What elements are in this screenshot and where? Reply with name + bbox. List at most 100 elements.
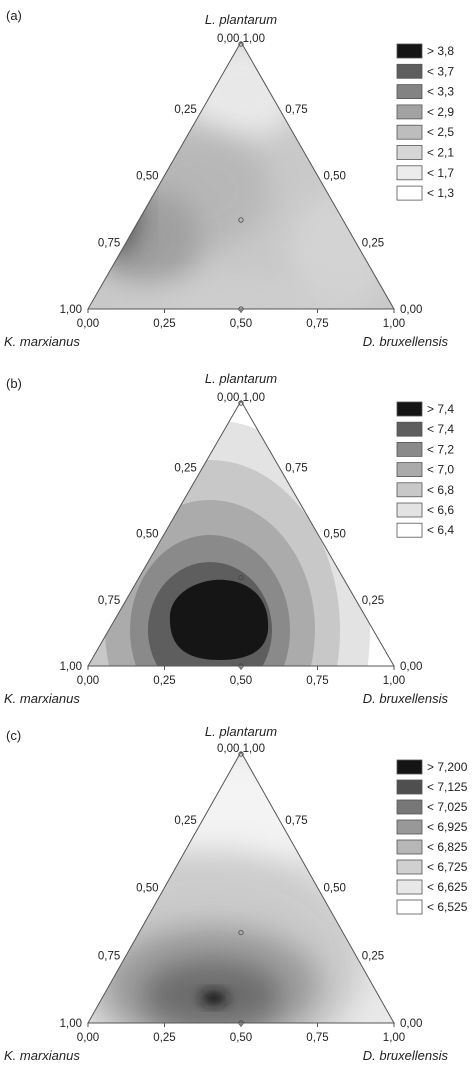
- vertex-label-left: K. marxianus: [4, 334, 80, 349]
- tick-label-left: 1,00: [60, 1018, 82, 1030]
- legend-swatch: [396, 165, 423, 181]
- design-point: [238, 575, 244, 581]
- legend: > 7,4 < 7,4 < 7,2 < 7,0 < 6,8 < 6,6 < 6,4: [396, 401, 454, 538]
- contour-field: [88, 752, 394, 1023]
- legend-swatch: [396, 124, 423, 140]
- legend-label: < 2,5: [427, 125, 454, 139]
- tick-label-left: 0,50: [136, 171, 158, 183]
- tick-label-bottom: 1,00: [383, 1032, 405, 1044]
- tick-label-right: 0,50: [324, 529, 346, 541]
- legend-swatch: [396, 441, 423, 457]
- contour-light-top: [181, 42, 301, 140]
- tick-label-right: 0,00: [400, 661, 422, 673]
- tick-label-bottom: 0,50: [230, 1032, 252, 1044]
- contour-max: [200, 991, 228, 1005]
- legend-swatch: [396, 779, 423, 795]
- tick-label-right: 0,25: [362, 237, 384, 249]
- tick-label-left: 1,00: [60, 661, 82, 673]
- vertex-label-top: L. plantarum: [205, 12, 277, 27]
- design-point: [238, 929, 244, 936]
- vertex-label-right: D. bruxellensis: [363, 691, 449, 706]
- legend-label: < 2,1: [427, 146, 454, 160]
- tick-label-right: 0,00: [400, 1018, 422, 1030]
- tick-label-left: 0,50: [136, 529, 158, 541]
- legend-swatch: [396, 879, 423, 895]
- tick-label-bottom: 0,75: [306, 675, 328, 687]
- legend-label: < 6,525: [427, 900, 468, 914]
- legend-swatch: [396, 63, 423, 79]
- legend-swatch: [396, 84, 423, 99]
- design-point: [238, 306, 244, 312]
- design-point: [238, 663, 244, 669]
- legend-swatch: [396, 401, 423, 417]
- design-point: [238, 41, 244, 47]
- legend-swatch: [396, 104, 423, 120]
- tick-label-bottom: 0,00: [77, 1032, 99, 1044]
- tick-label-top: 0,00 1,00: [217, 392, 265, 404]
- legend: > 3,8 < 3,7 < 3,3 < 2,9 < 2,5 < 2,1 < 1,7 < 1,3: [396, 43, 454, 201]
- vertex-label-right: D. bruxellensis: [363, 1048, 449, 1063]
- legend-swatch: [396, 899, 423, 915]
- legend-label: < 6,925: [427, 820, 468, 834]
- tick-label-left: 0,50: [136, 883, 158, 895]
- tick-label-left: 0,75: [98, 950, 120, 962]
- legend-swatch: [396, 482, 423, 498]
- tick-label-bottom: 0,25: [153, 675, 175, 687]
- panel-3: (c) L. plantarum K. marxianus D. bruxellens…: [4, 724, 468, 1063]
- legend-label: > 3,8: [427, 44, 454, 58]
- tick-label-bottom: 0,00: [77, 318, 99, 330]
- legend-swatch: [396, 859, 423, 875]
- legend-label: < 1,3: [427, 186, 454, 200]
- design-point: [238, 1020, 244, 1026]
- vertex-label-top: L. plantarum: [205, 724, 277, 739]
- tick-label-right: 0,50: [324, 883, 346, 895]
- tick-label-bottom: 0,75: [306, 1032, 328, 1044]
- tick-label-bottom: 0,25: [153, 1032, 175, 1044]
- legend-swatch: [396, 522, 423, 538]
- vertex-label-left: K. marxianus: [4, 691, 80, 706]
- panel-label: (a): [6, 8, 22, 23]
- tick-label-bottom: 0,25: [153, 318, 175, 330]
- design-point: [238, 751, 244, 757]
- legend-swatch: [396, 421, 423, 437]
- tick-label-left: 0,25: [174, 815, 196, 827]
- legend: > 7,200 < 7,125 < 7,025 < 6,925 < 6,825 < 6,7…: [396, 759, 468, 915]
- tick-label-left: 0,75: [98, 237, 120, 249]
- tick-label-right: 0,75: [285, 815, 307, 827]
- tick-label-left: 0,75: [98, 595, 120, 607]
- legend-label: < 7,2: [427, 442, 454, 456]
- tick-label-bottom: 1,00: [383, 675, 405, 687]
- legend-swatch: [396, 819, 423, 835]
- legend-label: > 7,4: [427, 402, 454, 416]
- tick-label-bottom: 0,00: [77, 675, 99, 687]
- legend-label: < 2,9: [427, 105, 454, 119]
- legend-label: < 6,4: [427, 523, 454, 537]
- tick-label-bottom: 0,50: [230, 318, 252, 330]
- tick-label-right: 0,75: [285, 462, 307, 474]
- legend-swatch: [396, 502, 423, 518]
- legend-label: < 3,7: [427, 64, 454, 78]
- tick-label-top: 0,00 1,00: [217, 33, 265, 45]
- tick-label-right: 0,75: [285, 104, 307, 116]
- panel-1: (a) L. plantarum K. marxianus D. bruxellens…: [4, 8, 454, 349]
- tick-label-right: 0,00: [400, 304, 422, 316]
- legend-label: < 1,7: [427, 166, 454, 180]
- legend-swatch: [396, 462, 423, 478]
- legend-label: < 7,4: [427, 422, 454, 436]
- vertex-label-right: D. bruxellensis: [363, 334, 449, 349]
- tick-label-right: 0,25: [362, 950, 384, 962]
- legend-label: < 6,825: [427, 840, 468, 854]
- design-point: [238, 400, 244, 406]
- tick-label-bottom: 0,50: [230, 675, 252, 687]
- tick-label-right: 0,50: [324, 171, 346, 183]
- legend-swatch: [396, 759, 423, 775]
- legend-swatch: [396, 185, 423, 201]
- tick-label-top: 0,00 1,00: [217, 743, 265, 755]
- vertex-label-left: K. marxianus: [4, 1048, 80, 1063]
- legend-label: < 7,025: [427, 800, 468, 814]
- legend-label: < 7,0: [427, 463, 454, 477]
- legend-swatch: [396, 799, 423, 815]
- tick-label-bottom: 1,00: [383, 318, 405, 330]
- panel-label: (b): [6, 376, 22, 391]
